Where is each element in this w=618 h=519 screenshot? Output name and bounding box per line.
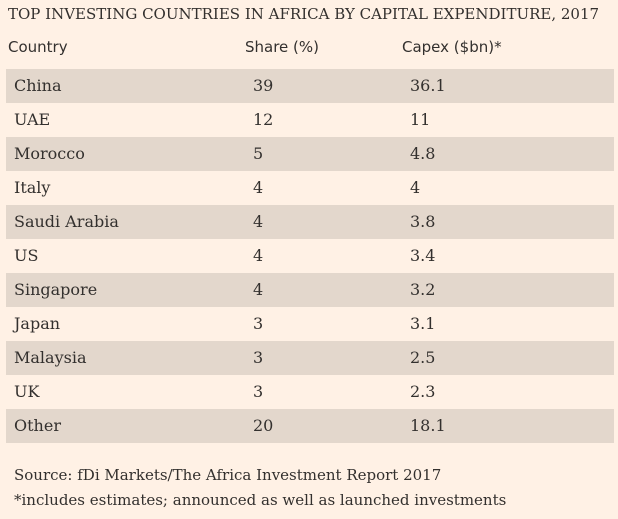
- table-row: Malaysia 3 2.5: [6, 341, 614, 375]
- column-header-capex: Capex ($bn)*: [402, 38, 502, 56]
- cell-share: 4: [253, 246, 264, 265]
- cell-capex: 36.1: [410, 76, 446, 95]
- table-row: Morocco 5 4.8: [6, 137, 614, 171]
- cell-share: 5: [253, 144, 264, 163]
- table-row: UAE 12 11: [6, 103, 614, 137]
- table-row: Japan 3 3.1: [6, 307, 614, 341]
- table-row: UK 3 2.3: [6, 375, 614, 409]
- footnote: *includes estimates; announced as well a…: [14, 491, 507, 509]
- cell-country: Japan: [14, 314, 61, 333]
- cell-share: 39: [253, 76, 274, 95]
- cell-capex: 2.3: [410, 382, 436, 401]
- cell-country: Saudi Arabia: [14, 212, 119, 231]
- table-row: Italy 4 4: [6, 171, 614, 205]
- cell-country: UAE: [14, 110, 51, 129]
- cell-capex: 3.4: [410, 246, 436, 265]
- cell-country: Other: [14, 416, 61, 435]
- cell-country: Singapore: [14, 280, 98, 299]
- cell-capex: 3.1: [410, 314, 436, 333]
- table-header: Country Share (%) Capex ($bn)*: [0, 36, 618, 60]
- cell-capex: 2.5: [410, 348, 436, 367]
- cell-share: 4: [253, 280, 264, 299]
- data-table: China 39 36.1 UAE 12 11 Morocco 5 4.8 Italy 4 4 Saud…: [6, 69, 614, 443]
- cell-share: 20: [253, 416, 274, 435]
- table-row: Singapore 4 3.2: [6, 273, 614, 307]
- chart-title: TOP INVESTING COUNTRIES IN AFRICA BY CAP…: [8, 5, 600, 23]
- cell-capex: 4: [410, 178, 421, 197]
- table-row: US 4 3.4: [6, 239, 614, 273]
- cell-capex: 3.8: [410, 212, 436, 231]
- cell-country: Morocco: [14, 144, 85, 163]
- cell-country: Malaysia: [14, 348, 87, 367]
- cell-capex: 11: [410, 110, 431, 129]
- column-header-share: Share (%): [245, 38, 320, 56]
- cell-share: 4: [253, 178, 264, 197]
- cell-capex: 3.2: [410, 280, 436, 299]
- table-row: Saudi Arabia 4 3.8: [6, 205, 614, 239]
- cell-country: China: [14, 76, 62, 95]
- cell-capex: 18.1: [410, 416, 446, 435]
- cell-country: Italy: [14, 178, 51, 197]
- cell-share: 12: [253, 110, 274, 129]
- cell-country: UK: [14, 382, 40, 401]
- cell-share: 4: [253, 212, 264, 231]
- cell-share: 3: [253, 314, 264, 333]
- table-row: China 39 36.1: [6, 69, 614, 103]
- cell-share: 3: [253, 382, 264, 401]
- cell-capex: 4.8: [410, 144, 436, 163]
- cell-country: US: [14, 246, 39, 265]
- source-note: Source: fDi Markets/The Africa Investmen…: [14, 466, 442, 484]
- cell-share: 3: [253, 348, 264, 367]
- column-header-country: Country: [8, 38, 68, 56]
- table-row: Other 20 18.1: [6, 409, 614, 443]
